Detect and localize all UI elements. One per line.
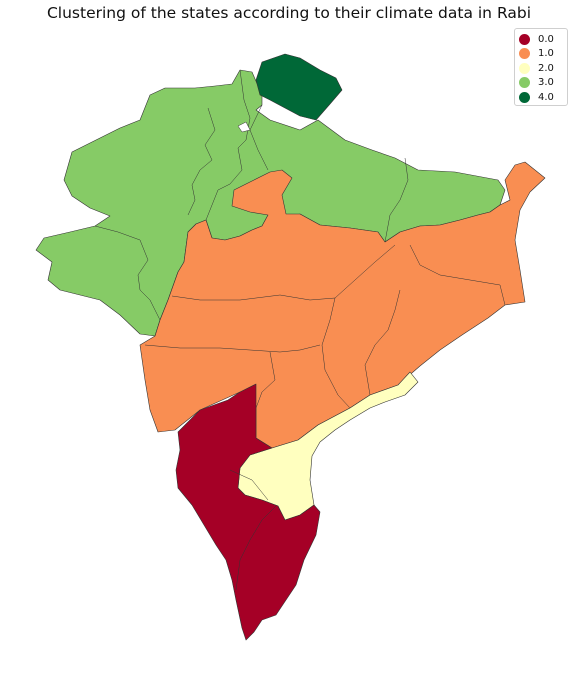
map-legend: 0.0 1.0 2.0 3.0 4.0: [514, 28, 568, 106]
legend-item-2: 2.0: [519, 61, 567, 76]
legend-dot-2: [519, 62, 530, 74]
legend-label-4: 4.0: [538, 91, 554, 103]
legend-item-1: 1.0: [519, 47, 567, 62]
legend-dot-3: [519, 77, 530, 89]
legend-label-3: 3.0: [538, 77, 554, 89]
map-title: Clustering of the states according to th…: [46, 4, 532, 22]
legend-label-2: 2.0: [538, 62, 554, 74]
legend-label-0: 0.0: [538, 33, 554, 45]
region-cluster-0: [175, 383, 321, 641]
legend-dot-0: [519, 33, 530, 45]
legend-label-1: 1.0: [538, 48, 554, 60]
water-body: [237, 121, 251, 133]
region-cluster-4: [255, 53, 343, 121]
legend-item-3: 3.0: [519, 76, 567, 91]
legend-item-0: 0.0: [519, 32, 567, 47]
state-boundaries: [94, 69, 506, 591]
legend-dot-1: [519, 48, 530, 60]
legend-item-4: 4.0: [519, 90, 567, 105]
legend-dot-4: [519, 91, 530, 103]
